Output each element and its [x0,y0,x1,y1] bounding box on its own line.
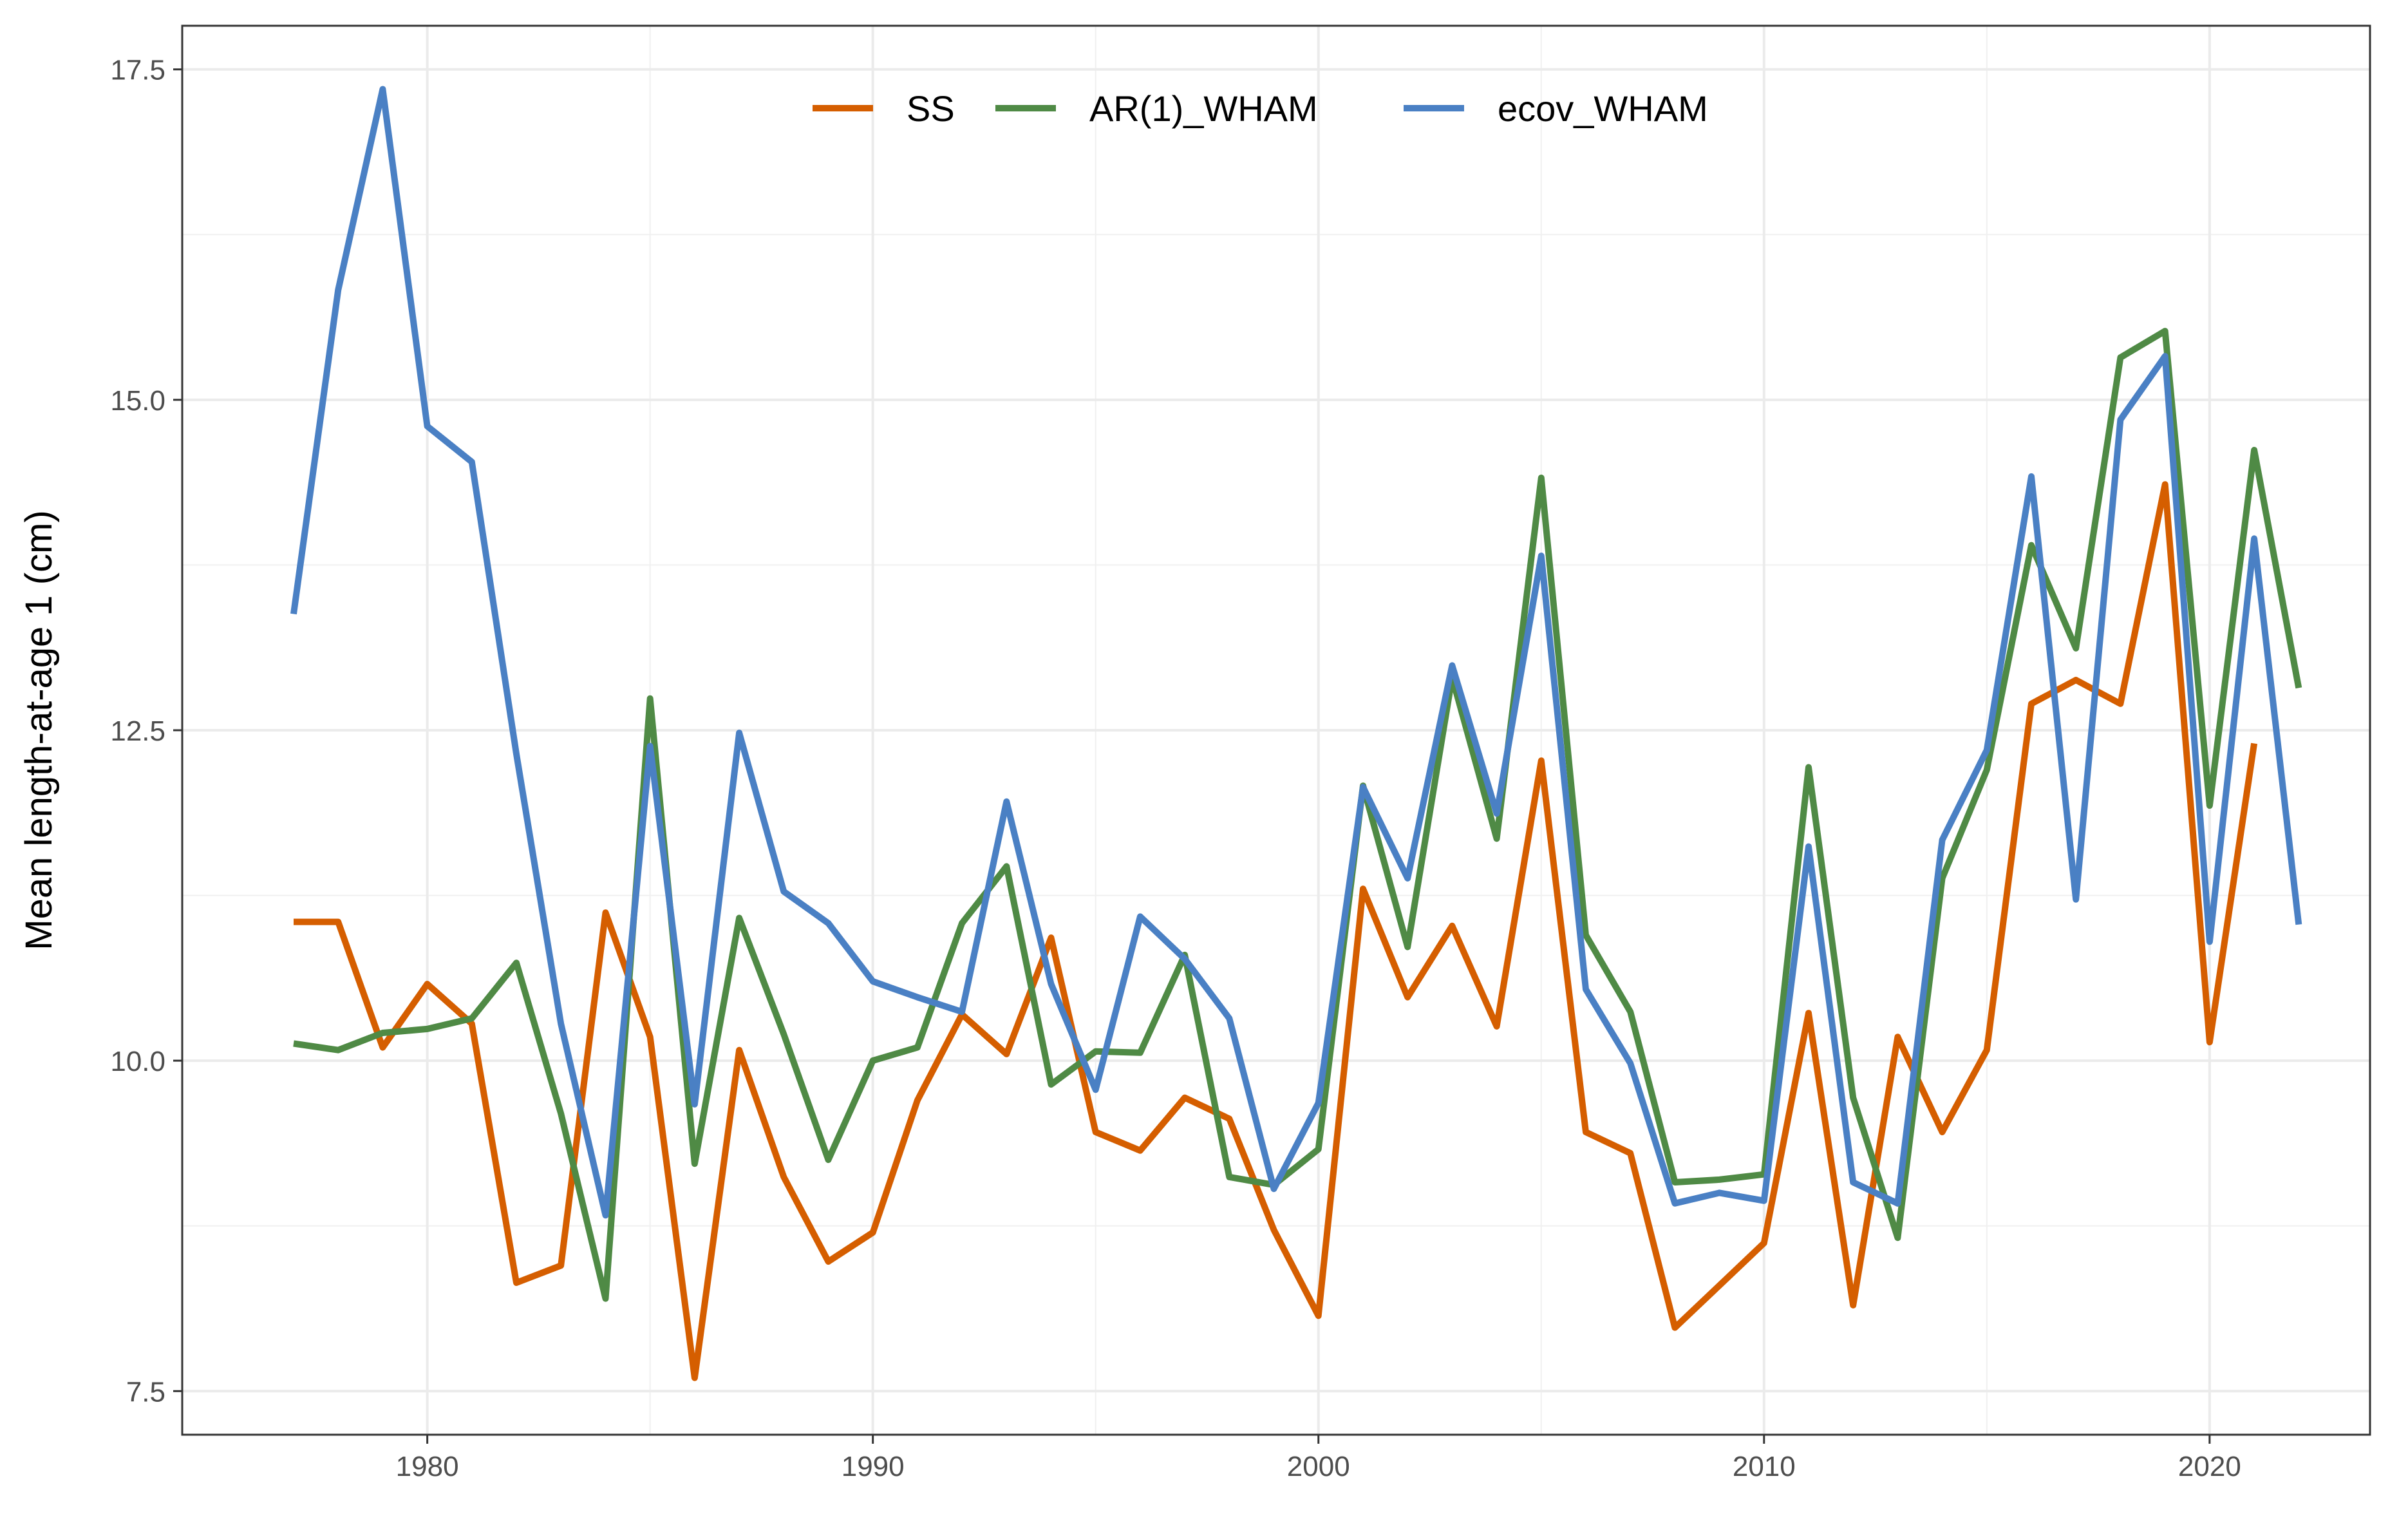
y-tick-label: 15.0 [110,385,165,417]
series-line-3 [290,86,2302,1219]
y-axis-title: Mean length-at-age 1 (cm) [18,510,60,950]
series-line-1 [294,481,2258,1381]
legend-label: ecov_WHAM [1498,88,1708,129]
legend-label: AR(1)_WHAM [1089,88,1318,129]
x-axis: 1980 1990 2000 2010 2020 [396,1435,2241,1482]
x-tick-label: 2010 [1733,1451,1796,1482]
y-tick-label: 10.0 [110,1046,165,1077]
x-tick-label: 1990 [842,1451,905,1482]
x-tick-label: 1980 [396,1451,459,1482]
y-axis: 7.5 10.0 12.5 15.0 17.5 [110,55,182,1408]
x-tick-label: 2020 [2178,1451,2241,1482]
major-gridlines [182,26,2370,1435]
legend: SS AR(1)_WHAM ecov_WHAM [813,88,1708,129]
y-tick-label: 17.5 [110,55,165,86]
y-tick-label: 7.5 [126,1376,165,1408]
y-tick-label: 12.5 [110,715,165,747]
series-lines [290,86,2302,1381]
legend-label: SS [907,88,955,129]
x-tick-label: 2000 [1287,1451,1350,1482]
